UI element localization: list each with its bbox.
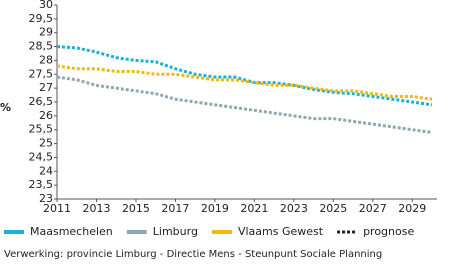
- y-axis-label: %: [0, 101, 11, 114]
- y-tick-label: 27: [39, 81, 53, 94]
- x-tick-label: 2029: [398, 202, 426, 215]
- y-tick-label: 29: [39, 26, 53, 39]
- x-tick-label: 2027: [359, 202, 387, 215]
- x-tick-label: 2023: [280, 202, 308, 215]
- legend-label: Limburg: [153, 225, 198, 238]
- y-tick-label: 26,5: [29, 95, 54, 108]
- y-tick-label: 24: [39, 164, 53, 177]
- x-tick-label: 2025: [319, 202, 347, 215]
- x-tick-label: 2015: [122, 202, 150, 215]
- series-line: [56, 75, 433, 134]
- y-tick-label: 23: [39, 192, 53, 205]
- y-tick-label: 26: [39, 109, 53, 122]
- y-tick-label: 27,5: [29, 67, 54, 80]
- x-tick-label: 2017: [161, 202, 189, 215]
- x-tick-label: 2019: [201, 202, 229, 215]
- legend-label: Vlaams Gewest: [238, 225, 324, 238]
- legend-label: Maasmechelen: [30, 225, 113, 238]
- y-tick-label: 30: [39, 0, 53, 11]
- y-tick-label: 24,5: [29, 150, 54, 163]
- series-line: [56, 45, 433, 107]
- y-tick-label: 28: [39, 53, 53, 66]
- y-tick-label: 25,5: [29, 123, 54, 136]
- y-tick-label: 29,5: [29, 12, 54, 25]
- y-tick-label: 23,5: [29, 178, 54, 191]
- y-tick-label: 25: [39, 137, 53, 150]
- x-tick-label: 2021: [240, 202, 268, 215]
- legend-label: prognose: [363, 225, 414, 238]
- x-tick-label: 2011: [43, 202, 71, 215]
- series-line: [56, 64, 433, 101]
- x-tick-label: 2013: [82, 202, 110, 215]
- source: Verwerking: provincie Limburg - Directie…: [4, 249, 382, 260]
- y-tick-label: 28,5: [29, 40, 54, 53]
